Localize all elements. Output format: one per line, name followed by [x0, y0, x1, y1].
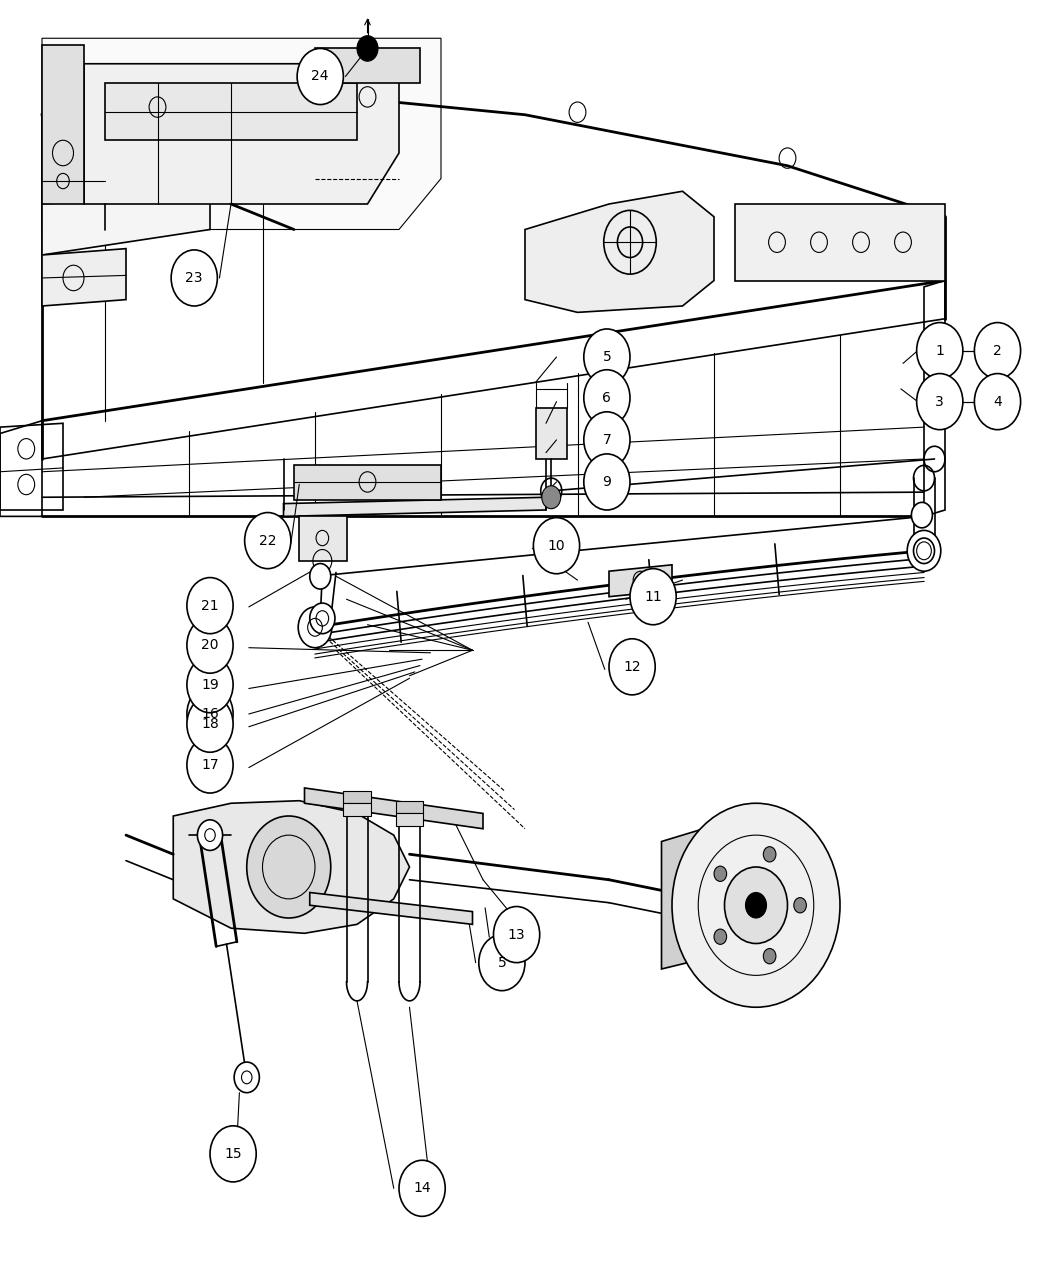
Text: 20: 20 — [202, 639, 218, 652]
Polygon shape — [304, 788, 483, 829]
Circle shape — [197, 820, 223, 850]
Circle shape — [494, 907, 540, 963]
Circle shape — [171, 250, 217, 306]
Circle shape — [763, 847, 776, 862]
Polygon shape — [315, 48, 420, 83]
Text: 23: 23 — [186, 272, 203, 284]
Text: 6: 6 — [603, 391, 611, 404]
Circle shape — [187, 617, 233, 673]
Polygon shape — [299, 516, 347, 561]
Circle shape — [247, 816, 331, 918]
Circle shape — [357, 36, 378, 61]
Circle shape — [630, 569, 676, 625]
Circle shape — [584, 412, 630, 468]
Text: 21: 21 — [202, 599, 218, 612]
Circle shape — [584, 329, 630, 385]
Polygon shape — [105, 83, 357, 140]
Circle shape — [187, 578, 233, 634]
Polygon shape — [343, 803, 371, 816]
Circle shape — [187, 737, 233, 793]
Text: 5: 5 — [498, 956, 506, 969]
Polygon shape — [42, 249, 126, 306]
Polygon shape — [42, 38, 441, 230]
Circle shape — [609, 639, 655, 695]
Circle shape — [187, 686, 233, 742]
Text: 19: 19 — [202, 678, 218, 691]
Text: 9: 9 — [603, 476, 611, 488]
Text: 7: 7 — [603, 434, 611, 446]
Polygon shape — [662, 829, 714, 969]
Circle shape — [310, 603, 335, 634]
Circle shape — [310, 564, 331, 589]
Circle shape — [911, 502, 932, 528]
Text: 22: 22 — [259, 534, 276, 547]
Text: 2: 2 — [993, 344, 1002, 357]
Polygon shape — [735, 204, 945, 280]
Text: 14: 14 — [414, 1182, 430, 1195]
Text: 5: 5 — [603, 351, 611, 363]
Text: 4: 4 — [993, 395, 1002, 408]
Polygon shape — [396, 801, 423, 813]
Polygon shape — [343, 790, 371, 803]
Circle shape — [399, 1160, 445, 1216]
Circle shape — [210, 1126, 256, 1182]
Polygon shape — [396, 813, 423, 826]
Text: 24: 24 — [312, 70, 329, 83]
Circle shape — [974, 374, 1021, 430]
Circle shape — [297, 48, 343, 105]
Polygon shape — [310, 892, 472, 924]
Circle shape — [187, 696, 233, 752]
Circle shape — [479, 935, 525, 991]
Polygon shape — [609, 565, 672, 597]
Circle shape — [234, 1062, 259, 1093]
Circle shape — [917, 323, 963, 379]
Circle shape — [763, 949, 776, 964]
Text: 11: 11 — [645, 590, 662, 603]
Circle shape — [584, 454, 630, 510]
Circle shape — [714, 866, 727, 881]
Circle shape — [187, 657, 233, 713]
Text: 17: 17 — [202, 759, 218, 771]
Circle shape — [794, 898, 806, 913]
Polygon shape — [42, 45, 84, 204]
Text: 15: 15 — [225, 1148, 242, 1160]
Circle shape — [974, 323, 1021, 379]
Polygon shape — [294, 465, 441, 500]
Text: 18: 18 — [202, 718, 218, 731]
Text: 10: 10 — [548, 539, 565, 552]
Text: 12: 12 — [624, 660, 640, 673]
Polygon shape — [42, 89, 210, 255]
Polygon shape — [284, 497, 546, 516]
Circle shape — [724, 867, 788, 944]
Circle shape — [542, 486, 561, 509]
Text: 3: 3 — [936, 395, 944, 408]
Text: 1: 1 — [936, 344, 944, 357]
Circle shape — [245, 513, 291, 569]
Circle shape — [584, 370, 630, 426]
Polygon shape — [536, 408, 567, 459]
Polygon shape — [173, 801, 410, 933]
Circle shape — [298, 607, 332, 648]
Text: 13: 13 — [508, 928, 525, 941]
Text: 16: 16 — [202, 708, 218, 720]
Circle shape — [917, 374, 963, 430]
Circle shape — [746, 892, 766, 918]
Polygon shape — [84, 64, 399, 204]
Circle shape — [907, 530, 941, 571]
Circle shape — [714, 929, 727, 945]
Circle shape — [672, 803, 840, 1007]
Circle shape — [533, 518, 580, 574]
Polygon shape — [525, 191, 714, 312]
